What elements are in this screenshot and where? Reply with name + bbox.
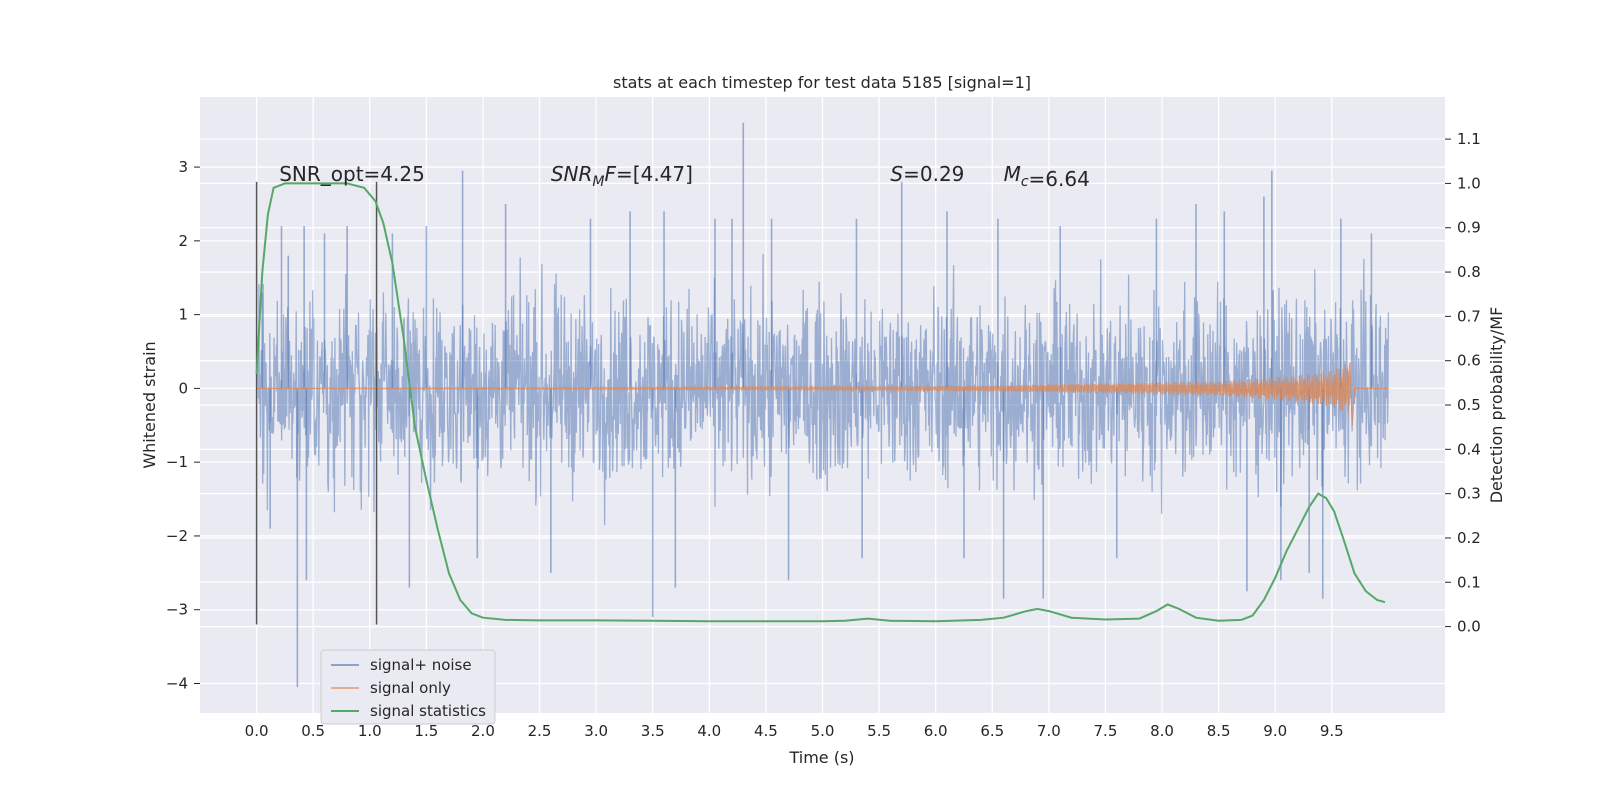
legend-label-1: signal only bbox=[370, 679, 451, 697]
y-ticks: −4 −3 −2 −1 0 1 2 3 bbox=[166, 158, 200, 692]
y2-tick-label-7: 0.7 bbox=[1457, 307, 1481, 325]
x-axis-label: Time (s) bbox=[788, 748, 854, 767]
x-tick-label-7: 3.5 bbox=[641, 722, 665, 740]
x-tick-label-12: 6.0 bbox=[924, 722, 948, 740]
y2-tick-label-4: 0.4 bbox=[1457, 440, 1481, 458]
x-tick-label-2: 1.0 bbox=[358, 722, 382, 740]
y-tick-label-5: 1 bbox=[178, 306, 188, 324]
signal-trace bbox=[256, 362, 1356, 426]
x-tick-label-0: 0.0 bbox=[245, 722, 269, 740]
x-tick-label-16: 8.0 bbox=[1150, 722, 1174, 740]
y2-tick-label-3: 0.3 bbox=[1457, 485, 1481, 503]
y2-tick-label-9: 0.9 bbox=[1457, 219, 1481, 237]
y-tick-label-3: −1 bbox=[166, 453, 188, 471]
legend: signal+ noise signal only signal statistic… bbox=[320, 649, 496, 725]
x-tick-label-3: 1.5 bbox=[414, 722, 438, 740]
y2-tick-label-6: 0.6 bbox=[1457, 352, 1481, 370]
chart-title: stats at each timestep for test data 518… bbox=[613, 73, 1031, 92]
annotation-1: SNRMF=[4.47] bbox=[551, 162, 693, 190]
y2-tick-label-8: 0.8 bbox=[1457, 263, 1481, 281]
series-signal-noise bbox=[255, 122, 1390, 688]
y2-tick-label-5: 0.5 bbox=[1457, 396, 1481, 414]
x-tick-label-5: 2.5 bbox=[528, 722, 552, 740]
y2-tick-label-11: 1.1 bbox=[1457, 130, 1481, 148]
y2-axis-label: Detection probability/MF bbox=[1487, 307, 1506, 504]
y-tick-label-4: 0 bbox=[178, 379, 188, 397]
y-axis-label: Whitened strain bbox=[140, 341, 159, 468]
x-tick-label-19: 9.5 bbox=[1320, 722, 1344, 740]
x-tick-label-4: 2.0 bbox=[471, 722, 495, 740]
x-tick-label-17: 8.5 bbox=[1207, 722, 1231, 740]
x-tick-label-18: 9.0 bbox=[1263, 722, 1287, 740]
x-tick-label-1: 0.5 bbox=[301, 722, 325, 740]
y2-tick-label-1: 0.1 bbox=[1457, 573, 1481, 591]
x-tick-label-9: 4.5 bbox=[754, 722, 778, 740]
x-tick-label-8: 4.0 bbox=[697, 722, 721, 740]
annotations: SNR_opt=4.25 SNRMF=[4.47] S=0.29 Mc=6.64 bbox=[279, 162, 1090, 191]
x-tick-label-15: 7.5 bbox=[1094, 722, 1118, 740]
y2-tick-label-0: 0.0 bbox=[1457, 618, 1481, 636]
y-tick-label-2: −2 bbox=[166, 527, 188, 545]
x-tick-label-11: 5.5 bbox=[867, 722, 891, 740]
y-tick-label-6: 2 bbox=[178, 232, 188, 250]
annotation-2: S=0.29 bbox=[890, 162, 964, 186]
x-tick-label-13: 6.5 bbox=[980, 722, 1004, 740]
legend-label-2: signal statistics bbox=[370, 702, 486, 720]
y-tick-label-1: −3 bbox=[166, 601, 188, 619]
series-signal-only bbox=[256, 362, 1389, 426]
annotation-0: SNR_opt=4.25 bbox=[279, 162, 425, 186]
y2-tick-label-2: 0.2 bbox=[1457, 529, 1481, 547]
y2-tick-label-10: 1.0 bbox=[1457, 174, 1481, 192]
x-tick-label-14: 7.0 bbox=[1037, 722, 1061, 740]
vertical-lines bbox=[255, 181, 378, 625]
noise-trace bbox=[255, 253, 1390, 526]
x-tick-label-10: 5.0 bbox=[811, 722, 835, 740]
legend-label-0: signal+ noise bbox=[370, 656, 472, 674]
x-ticks: 0.0 0.5 1.0 1.5 2.0 2.5 3.0 3.5 4.0 4.5 5.0 5.5 6.0 6… bbox=[245, 722, 1344, 740]
x-tick-label-6: 3.0 bbox=[584, 722, 608, 740]
y-tick-label-0: −4 bbox=[166, 674, 188, 692]
y2-ticks: 0.0 0.1 0.2 0.3 0.4 0.5 0.6 0.7 0.8 0.9 1.0 1.1 bbox=[1445, 130, 1481, 636]
y-tick-label-7: 3 bbox=[178, 158, 188, 176]
annotation-3: Mc=6.64 bbox=[1004, 162, 1090, 191]
legend-box bbox=[320, 649, 496, 725]
stats-line bbox=[255, 182, 1386, 623]
series-signal-statistics bbox=[255, 182, 1386, 623]
